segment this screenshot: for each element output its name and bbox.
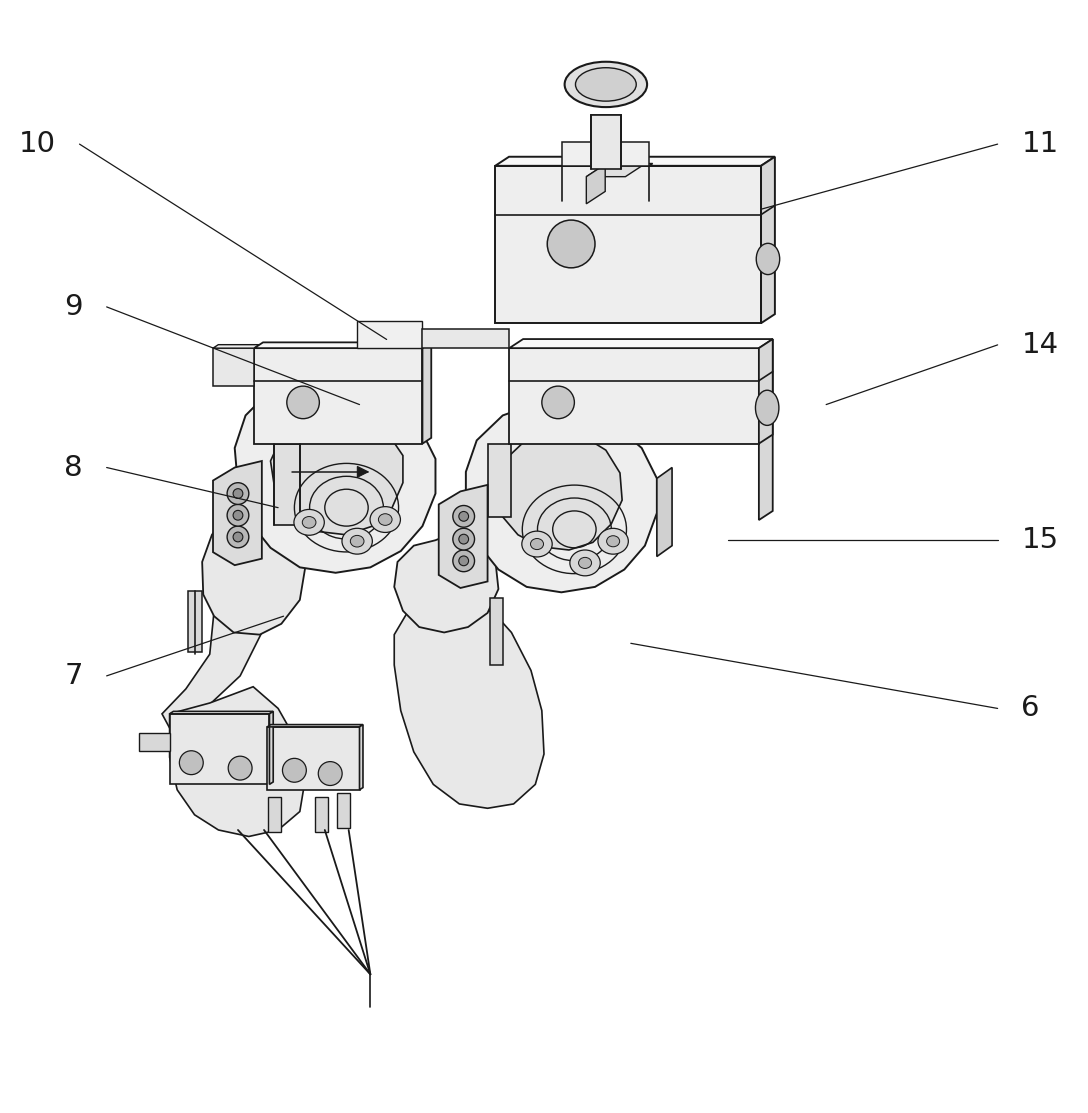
Polygon shape [591, 115, 621, 169]
Polygon shape [422, 343, 431, 444]
Ellipse shape [227, 526, 249, 548]
Ellipse shape [522, 531, 553, 556]
Ellipse shape [756, 244, 780, 275]
Polygon shape [316, 797, 329, 833]
Polygon shape [438, 485, 487, 588]
Text: 6: 6 [1022, 695, 1040, 722]
Ellipse shape [294, 510, 324, 535]
Ellipse shape [542, 386, 574, 418]
Polygon shape [657, 467, 672, 556]
Polygon shape [495, 157, 775, 166]
Ellipse shape [576, 68, 636, 101]
Polygon shape [170, 713, 270, 785]
Polygon shape [490, 598, 503, 666]
Ellipse shape [570, 550, 601, 575]
Ellipse shape [283, 758, 307, 782]
Ellipse shape [227, 504, 249, 526]
Polygon shape [495, 431, 622, 550]
Text: 8: 8 [64, 453, 83, 482]
Ellipse shape [233, 489, 243, 499]
Polygon shape [213, 461, 262, 565]
Polygon shape [255, 348, 422, 444]
Polygon shape [170, 711, 273, 713]
Polygon shape [188, 591, 202, 652]
Ellipse shape [287, 386, 320, 418]
Ellipse shape [379, 514, 392, 525]
Ellipse shape [547, 220, 595, 268]
Ellipse shape [453, 550, 474, 572]
Polygon shape [170, 687, 306, 837]
Ellipse shape [350, 535, 364, 546]
Polygon shape [562, 164, 653, 166]
Text: 9: 9 [64, 293, 83, 321]
Polygon shape [336, 794, 349, 828]
Polygon shape [394, 605, 544, 808]
Polygon shape [509, 348, 758, 444]
Polygon shape [213, 345, 260, 348]
Ellipse shape [319, 761, 342, 786]
Ellipse shape [228, 756, 252, 780]
Text: 15: 15 [1022, 526, 1059, 554]
Polygon shape [268, 727, 359, 790]
Polygon shape [509, 339, 772, 348]
Polygon shape [357, 321, 422, 348]
Polygon shape [274, 444, 300, 525]
Text: 10: 10 [18, 130, 55, 158]
Polygon shape [268, 725, 363, 727]
Ellipse shape [755, 391, 779, 425]
Polygon shape [139, 733, 170, 751]
Ellipse shape [233, 511, 243, 520]
Ellipse shape [342, 529, 372, 554]
Text: 14: 14 [1022, 331, 1059, 358]
Polygon shape [213, 348, 255, 386]
Ellipse shape [531, 539, 544, 550]
Ellipse shape [453, 505, 474, 528]
Polygon shape [271, 410, 403, 534]
Polygon shape [562, 142, 650, 166]
Ellipse shape [227, 483, 249, 504]
Ellipse shape [302, 516, 316, 529]
Ellipse shape [459, 534, 469, 544]
Ellipse shape [459, 556, 469, 565]
Polygon shape [357, 466, 368, 477]
Ellipse shape [598, 529, 629, 554]
Text: 11: 11 [1022, 130, 1059, 158]
Polygon shape [235, 377, 435, 573]
Polygon shape [586, 165, 644, 177]
Polygon shape [357, 343, 431, 348]
Polygon shape [466, 403, 657, 592]
Polygon shape [162, 545, 268, 728]
Polygon shape [761, 157, 775, 323]
Polygon shape [487, 444, 511, 518]
Polygon shape [758, 339, 772, 444]
Polygon shape [255, 343, 431, 348]
Polygon shape [359, 725, 363, 790]
Text: 7: 7 [64, 662, 83, 690]
Ellipse shape [180, 751, 203, 775]
Polygon shape [202, 504, 306, 634]
Polygon shape [591, 115, 621, 142]
Polygon shape [495, 166, 761, 323]
Polygon shape [422, 328, 509, 348]
Ellipse shape [579, 558, 592, 569]
Ellipse shape [370, 506, 400, 532]
Ellipse shape [607, 535, 620, 546]
Ellipse shape [565, 61, 647, 107]
Polygon shape [758, 339, 772, 520]
Polygon shape [270, 711, 273, 785]
Ellipse shape [459, 512, 469, 521]
Polygon shape [269, 797, 282, 833]
Ellipse shape [233, 532, 243, 542]
Polygon shape [586, 165, 605, 204]
Polygon shape [394, 530, 498, 632]
Ellipse shape [453, 529, 474, 550]
